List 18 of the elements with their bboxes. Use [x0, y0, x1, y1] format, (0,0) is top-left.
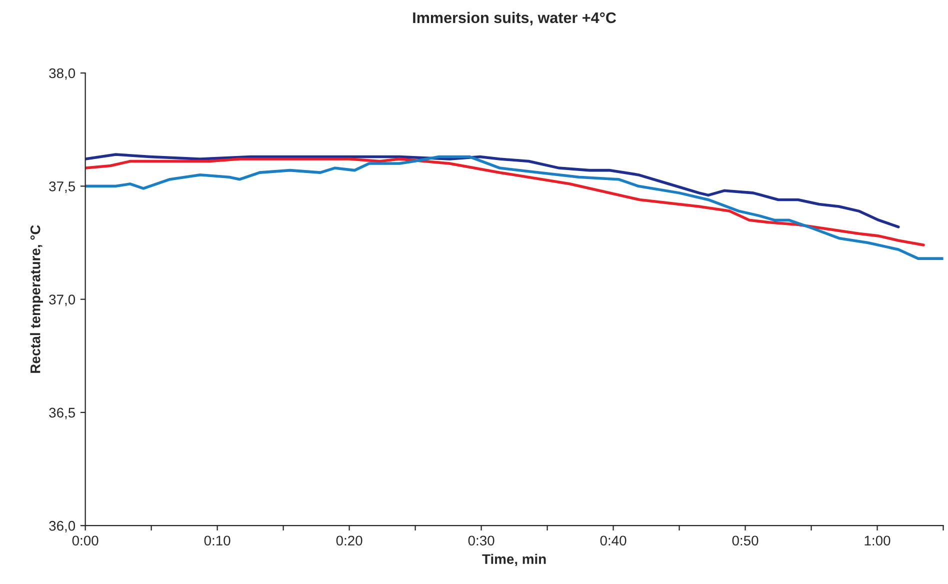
x-tick-label: 0:30 [468, 536, 494, 546]
x-tick-label: 0:50 [732, 536, 758, 546]
y-tick-label: 38,0 [49, 68, 76, 80]
y-tick-label: 36,5 [49, 408, 76, 420]
y-tick-label: 36,0 [49, 520, 76, 532]
y-axis-title: Rectal temperature, °C [30, 225, 44, 373]
x-axis-title: Time, min [482, 554, 546, 566]
x-tick-label: 0:00 [72, 536, 98, 546]
x-tick-label: 0:10 [204, 536, 230, 546]
line-series [85, 153, 900, 228]
line-series [85, 155, 944, 260]
chart-title: Immersion suits, water +4°C [413, 12, 616, 26]
y-tick-label: 37,0 [49, 294, 76, 306]
x-tick-label: 0:20 [336, 536, 362, 546]
line-series [85, 158, 925, 246]
y-tick-label: 37,5 [49, 181, 76, 193]
x-tick-label: 1:00 [864, 536, 890, 546]
x-tick-label: 0:40 [600, 536, 626, 546]
